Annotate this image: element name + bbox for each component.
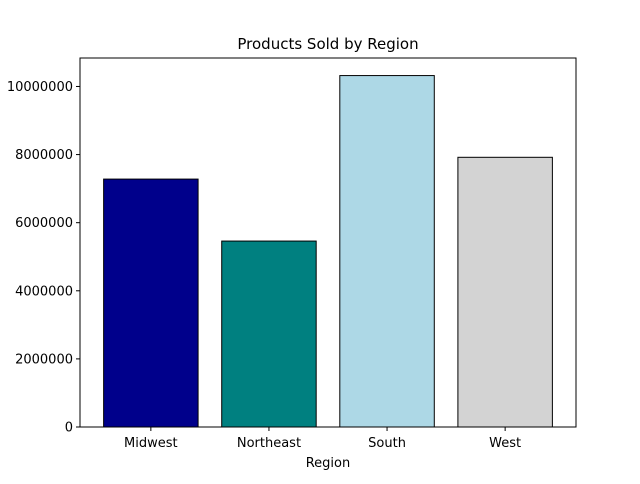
- y-tick-label: 10000000: [7, 80, 73, 95]
- y-tick-label: 6000000: [15, 216, 73, 231]
- x-tick-label-south: South: [368, 436, 406, 451]
- x-axis-ticks: Midwest Northeast South West: [124, 427, 521, 451]
- bars-group: [103, 75, 553, 428]
- bar-northeast: [221, 240, 317, 428]
- y-tick-label: 2000000: [15, 352, 73, 367]
- y-tick-label: 0: [65, 421, 73, 436]
- bar-south: [339, 75, 435, 428]
- bar-west: [457, 156, 553, 428]
- x-tick-label-west: West: [489, 436, 521, 451]
- x-tick-label-northeast: Northeast: [237, 436, 301, 451]
- y-axis-ticks: 0 2000000 4000000 6000000 8000000 10000000: [7, 80, 80, 436]
- bar-midwest: [103, 178, 199, 428]
- y-tick-label: 8000000: [15, 148, 73, 163]
- y-tick-label: 4000000: [15, 284, 73, 299]
- chart-title: Products Sold by Region: [237, 35, 418, 53]
- x-axis-label: Region: [306, 456, 351, 471]
- plot-frame: [79, 57, 577, 428]
- x-tick-label-midwest: Midwest: [124, 436, 178, 451]
